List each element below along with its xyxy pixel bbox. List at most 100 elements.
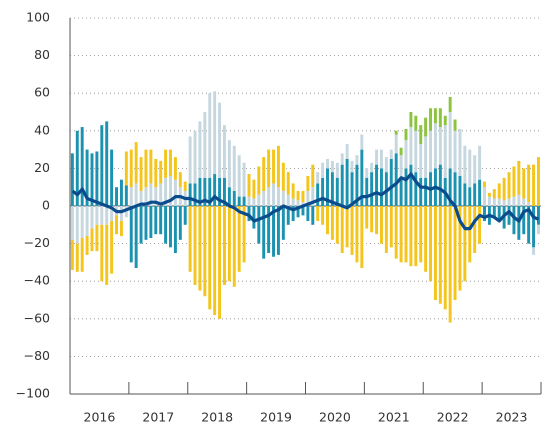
y-tick-label: 80 bbox=[34, 47, 50, 62]
bar-segment bbox=[70, 153, 74, 206]
bar-segment bbox=[468, 187, 472, 206]
x-tick-label: 2018 bbox=[201, 410, 233, 425]
bar-segment bbox=[227, 140, 231, 188]
bar-segment bbox=[389, 149, 393, 159]
bar-segment bbox=[429, 108, 432, 131]
bar-segment bbox=[448, 112, 452, 169]
bar-segment bbox=[453, 206, 457, 300]
x-tick-label: 2023 bbox=[496, 410, 528, 425]
bar-segment bbox=[370, 206, 374, 233]
bar-segment bbox=[487, 196, 491, 206]
bar-segment bbox=[473, 155, 477, 184]
bar-segment bbox=[438, 164, 442, 206]
bar-segment bbox=[105, 224, 109, 285]
bar-segment bbox=[119, 221, 123, 237]
bar-segment bbox=[365, 206, 369, 229]
bar-segment bbox=[330, 206, 334, 240]
bar-segment bbox=[487, 192, 491, 197]
bar-segment bbox=[213, 206, 217, 316]
bar-segment bbox=[222, 125, 226, 178]
bar-segment bbox=[247, 206, 251, 222]
bar-segment bbox=[100, 224, 104, 282]
bar-segment bbox=[301, 190, 305, 203]
bar-segment bbox=[409, 127, 413, 165]
bar-segment bbox=[458, 206, 462, 291]
bar-segment bbox=[95, 224, 99, 252]
bar-segment bbox=[262, 157, 266, 191]
bar-segment bbox=[193, 130, 197, 184]
bar-segment bbox=[512, 166, 516, 197]
bar-segment bbox=[115, 187, 118, 206]
bar-segment bbox=[247, 196, 251, 206]
bar-segment bbox=[502, 177, 506, 201]
bar-segment bbox=[517, 194, 521, 206]
bar-segment bbox=[281, 190, 285, 206]
bar-segment bbox=[134, 206, 138, 269]
bar-segment bbox=[326, 206, 329, 235]
bar-segment bbox=[419, 177, 423, 206]
bar-segment bbox=[399, 206, 403, 263]
bar-segment bbox=[281, 206, 285, 240]
bar-segment bbox=[394, 134, 398, 154]
bar-segment bbox=[512, 196, 516, 206]
bar-segment bbox=[345, 206, 349, 248]
bar-segment bbox=[409, 206, 413, 267]
bar-segment bbox=[139, 190, 143, 206]
bar-segment bbox=[497, 183, 501, 199]
bar-segment bbox=[144, 149, 148, 188]
bar-segment bbox=[257, 166, 261, 195]
bar-segment bbox=[198, 206, 202, 291]
bar-segment bbox=[360, 206, 364, 269]
bar-segment bbox=[473, 206, 477, 253]
bar-segment bbox=[85, 236, 89, 255]
bar-segment bbox=[399, 177, 403, 206]
bar-segment bbox=[110, 149, 114, 206]
bar-segment bbox=[242, 196, 246, 206]
bar-segment bbox=[203, 177, 207, 206]
bar-segment bbox=[350, 172, 354, 206]
bar-segment bbox=[536, 206, 540, 225]
bar-segment bbox=[272, 206, 275, 257]
bar-segment bbox=[438, 206, 442, 304]
bar-segment bbox=[183, 206, 187, 225]
bar-segment bbox=[159, 206, 163, 235]
bar-segment bbox=[247, 174, 251, 197]
bar-segment bbox=[115, 215, 118, 235]
bar-segment bbox=[267, 187, 271, 206]
bar-segment bbox=[448, 96, 452, 112]
bar-segment bbox=[468, 206, 472, 263]
y-tick-label: 60 bbox=[34, 85, 50, 100]
bar-segment bbox=[522, 168, 526, 199]
bar-segment bbox=[203, 206, 207, 297]
bar-segment bbox=[345, 159, 349, 206]
bar-segment bbox=[468, 149, 472, 188]
bar-segment bbox=[75, 206, 79, 244]
bar-segment bbox=[232, 190, 236, 206]
bar-segment bbox=[75, 243, 79, 272]
bar-segment bbox=[448, 168, 452, 206]
bar-segment bbox=[173, 157, 177, 180]
bar-segment bbox=[90, 206, 94, 229]
bar-segment bbox=[203, 112, 207, 178]
bar-segment bbox=[159, 160, 163, 184]
bar-segment bbox=[370, 162, 374, 173]
bar-segment bbox=[360, 134, 364, 150]
bar-segment bbox=[144, 187, 148, 206]
bar-segment bbox=[257, 194, 261, 206]
bar-segment bbox=[321, 177, 325, 206]
bar-segment bbox=[483, 206, 486, 222]
bar-segment bbox=[301, 206, 305, 216]
bar-segment bbox=[394, 130, 398, 135]
bar-segment bbox=[399, 155, 403, 178]
bar-segment bbox=[453, 130, 457, 173]
bar-segment bbox=[517, 206, 521, 240]
y-tick-label: −80 bbox=[24, 348, 50, 363]
bar-segment bbox=[536, 224, 540, 235]
bar-segment bbox=[208, 93, 212, 178]
bar-segment bbox=[404, 128, 408, 141]
bar-segment bbox=[242, 162, 246, 197]
bar-segment bbox=[291, 198, 295, 206]
bar-segment bbox=[227, 187, 231, 206]
bar-segment bbox=[360, 149, 364, 206]
bar-segment bbox=[522, 198, 526, 206]
